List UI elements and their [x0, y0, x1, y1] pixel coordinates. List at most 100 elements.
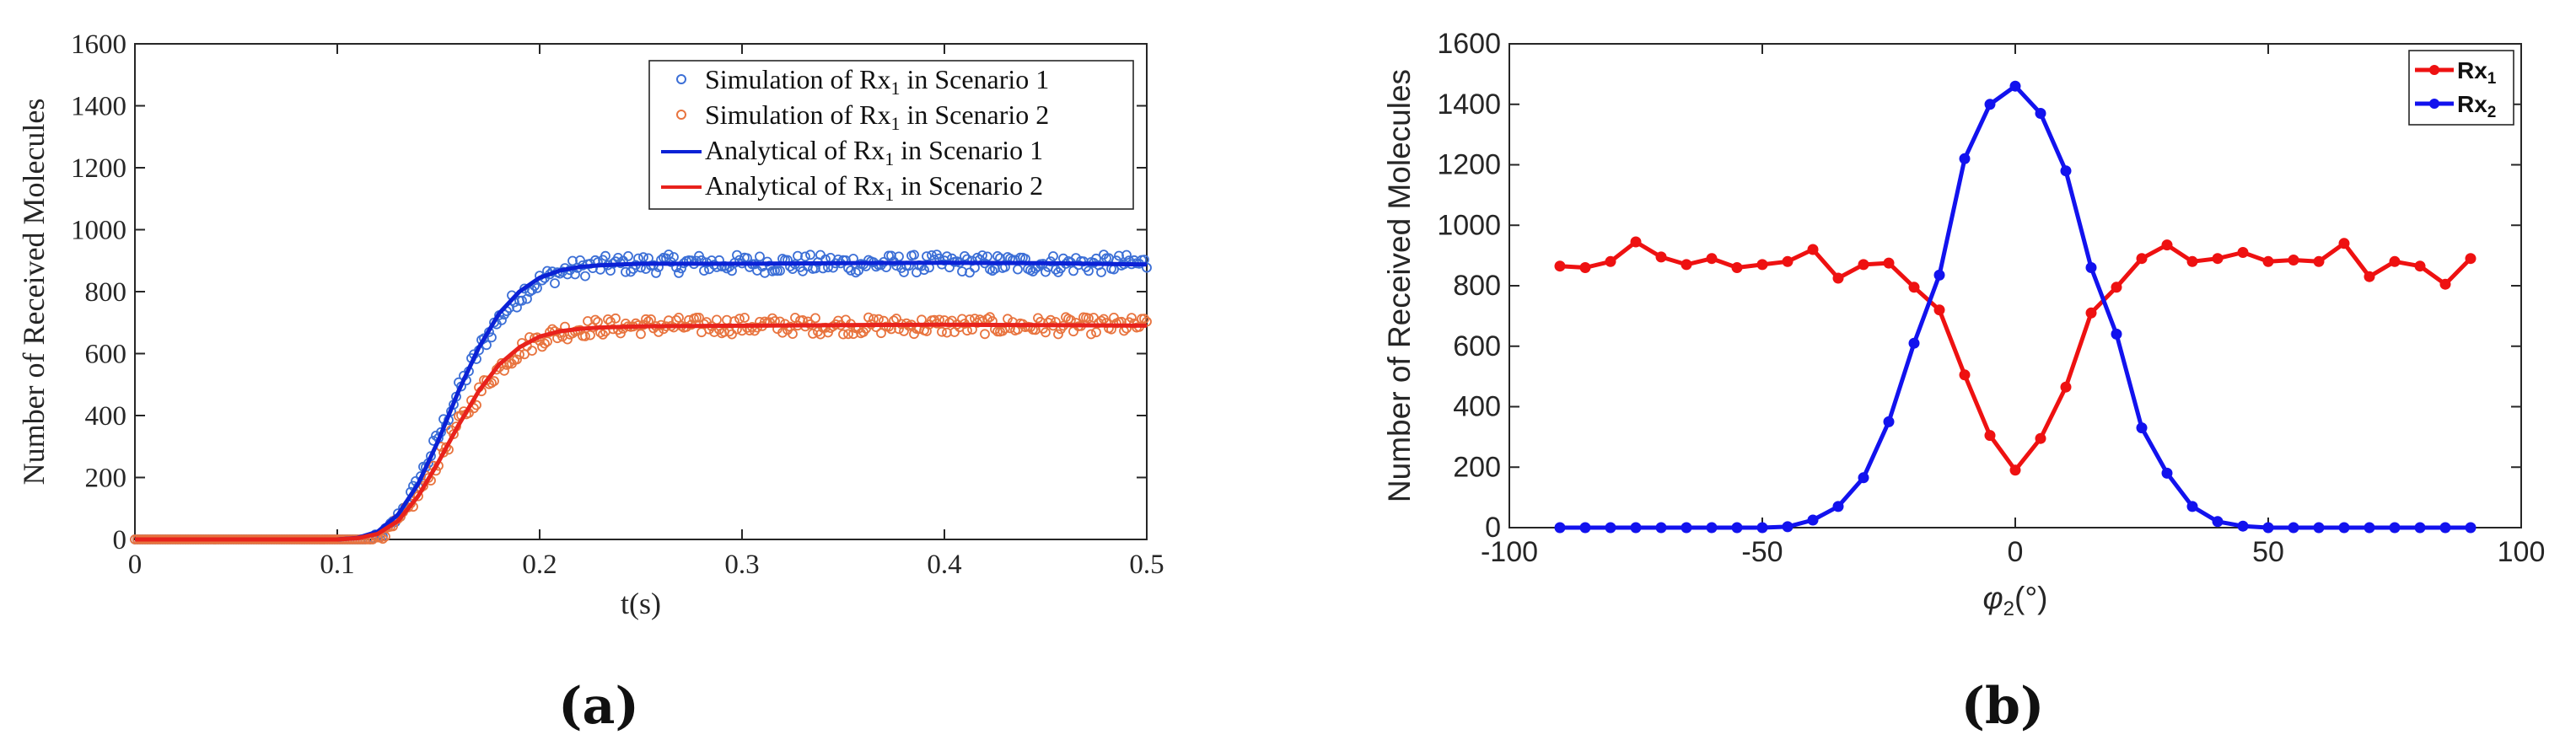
chart-b-point-rx2: [2212, 516, 2224, 528]
chart-a-point-series-1: [489, 376, 499, 387]
chart-a-point-series-0: [805, 249, 815, 260]
chart-b-point-rx2: [1756, 522, 1768, 534]
chart-a-y-tick-label: 1200: [71, 153, 126, 184]
chart-b-y-tick-label: 1000: [1437, 209, 1501, 241]
chart-a: 0 200 400 600 800 1000 1200 1400 1600 0 0.1 0.2 0.3…: [17, 30, 1164, 736]
chart-b-y-tick-label: 1600: [1437, 28, 1501, 60]
chart-a-point-series-0: [853, 266, 863, 276]
chart-b-point-rx1: [2060, 381, 2072, 393]
chart-b-point-rx2: [1959, 153, 1971, 164]
chart-a-y-tick-label: 0: [113, 525, 127, 555]
chart-a-point-series-1: [1053, 329, 1063, 340]
chart-b-legend-marker-rx1: [2429, 65, 2439, 75]
chart-a-point-series-1: [580, 330, 590, 341]
chart-a-point-series-1: [788, 329, 798, 340]
chart-a-point-series-0: [487, 332, 497, 343]
chart-b-point-rx2: [1832, 501, 1844, 512]
chart-b-point-rx1: [1554, 260, 1566, 272]
chart-a-point-series-1: [542, 336, 552, 347]
chart-b-point-rx1: [2161, 239, 2173, 251]
chart-a-point-series-0: [567, 255, 578, 266]
chart-a-point-series-0: [600, 250, 610, 261]
chart-a-point-series-0: [987, 266, 998, 276]
chart-b-legend-box: [2408, 50, 2514, 126]
chart-b-point-rx1: [1630, 236, 1642, 248]
chart-a-point-series-0: [1068, 266, 1078, 276]
chart-a-legend-label-sim-s1: Simulation of Rx1 in Scenario 1: [705, 64, 1049, 99]
chart-b-point-rx2: [1807, 514, 1819, 526]
chart-b-point-rx1: [2136, 253, 2148, 265]
chart-a-legend: Simulation of Rx1 in Scenario 1 Simulati…: [648, 60, 1134, 210]
chart-a-y-tick-label: 1600: [71, 30, 126, 60]
chart-b-point-rx2: [1655, 522, 1667, 534]
chart-a-legend-marker-sim-s2: [676, 110, 686, 120]
chart-a-point-series-0: [775, 266, 785, 276]
chart-b-point-rx1: [1731, 262, 1743, 273]
chart-b-x-tick-label: -50: [1741, 536, 1783, 568]
chart-b-point-rx1: [1605, 255, 1616, 267]
chart-a-point-series-0: [512, 302, 522, 313]
chart-a-line-analytical-of-rx1-in-scenario-1: [135, 260, 1148, 542]
chart-b-y-tick-label: 800: [1453, 270, 1501, 302]
chart-b-x-tick-label: 50: [2252, 536, 2284, 568]
chart-a-point-series-1: [380, 531, 390, 542]
chart-a-point-series-1: [942, 327, 952, 338]
chart-a-point-series-1: [694, 312, 704, 323]
chart-b-point-rx2: [2009, 80, 2021, 92]
chart-a-point-series-0: [1041, 266, 1051, 277]
chart-b-point-rx2: [2186, 501, 2198, 512]
chart-a-point-series-1: [734, 314, 745, 325]
chart-a-point-series-1: [727, 329, 737, 340]
chart-a-point-series-0: [1096, 267, 1106, 277]
chart-a-point-series-1: [590, 314, 600, 325]
chart-a-y-tick-label: 800: [85, 277, 127, 308]
chart-b-point-rx1: [2186, 255, 2198, 267]
chart-a-point-series-1: [646, 314, 656, 325]
chart-b-point-rx1: [1681, 259, 1692, 271]
chart-a-point-series-1: [1142, 316, 1152, 327]
chart-a-y-tick-label: 600: [85, 340, 127, 370]
chart-a-point-series-0: [1114, 250, 1124, 261]
chart-b-point-rx2: [1731, 522, 1743, 534]
chart-b-point-rx1: [1959, 369, 1971, 381]
chart-a-y-tick-label: 1400: [71, 92, 126, 122]
chart-b-legend-item-rx2: Rx2: [2415, 91, 2496, 121]
chart-a-point-series-1: [777, 327, 788, 338]
chart-b-legend-marker-rx2: [2429, 99, 2439, 109]
chart-a-line-analytical-of-rx1-in-scenario-2: [135, 322, 1148, 542]
chart-a-point-series-1: [980, 329, 990, 340]
chart-b-lines: [1554, 80, 2477, 534]
chart-a-point-series-1: [636, 329, 646, 340]
chart-b-point-rx1: [2439, 278, 2451, 290]
chart-b-y-tick-label: 400: [1453, 391, 1501, 423]
chart-a-y-tick-label: 200: [85, 464, 127, 494]
chart-a-legend-item-sim-s2: Simulation of Rx1 in Scenario 2: [676, 99, 1049, 134]
chart-a-point-series-0: [669, 252, 679, 262]
chart-b-y-tick-label: 200: [1453, 451, 1501, 483]
chart-a-point-series-1: [739, 313, 750, 323]
chart-b-point-rx1: [1908, 282, 1920, 293]
chart-a-point-series-0: [1048, 251, 1058, 261]
chart-b-point-rx1: [2389, 255, 2401, 267]
chart-b-point-rx2: [2364, 522, 2375, 534]
chart-a-x-tick-label: 0.4: [927, 550, 961, 580]
chart-a-point-series-1: [514, 349, 524, 360]
chart-a-legend-label-ana-s2: Analytical of Rx1 in Scenario 2: [705, 170, 1043, 205]
chart-b-point-rx1: [2338, 238, 2350, 249]
chart-a-markers: [130, 249, 1152, 544]
chart-b-point-rx2: [2465, 522, 2477, 534]
chart-a-point-series-1: [598, 329, 608, 340]
chart-b-y-tick-label: 0: [1485, 512, 1501, 544]
chart-a-legend-item-ana-s2: Analytical of Rx1 in Scenario 2: [661, 170, 1043, 205]
chart-b-point-rx1: [1883, 257, 1895, 269]
chart-b-point-rx2: [1782, 521, 1794, 533]
chart-b-point-rx1: [2262, 255, 2274, 267]
chart-a-point-series-0: [570, 269, 580, 280]
chart-b-point-rx2: [2414, 522, 2426, 534]
chart-b-legend-label-rx2: Rx2: [2457, 91, 2496, 121]
chart-a-point-series-0: [613, 252, 623, 263]
chart-a-point-series-1: [562, 334, 573, 345]
chart-b-point-rx1: [2465, 253, 2477, 265]
chart-a-legend-label-ana-s1: Analytical of Rx1 in Scenario 1: [705, 135, 1043, 169]
